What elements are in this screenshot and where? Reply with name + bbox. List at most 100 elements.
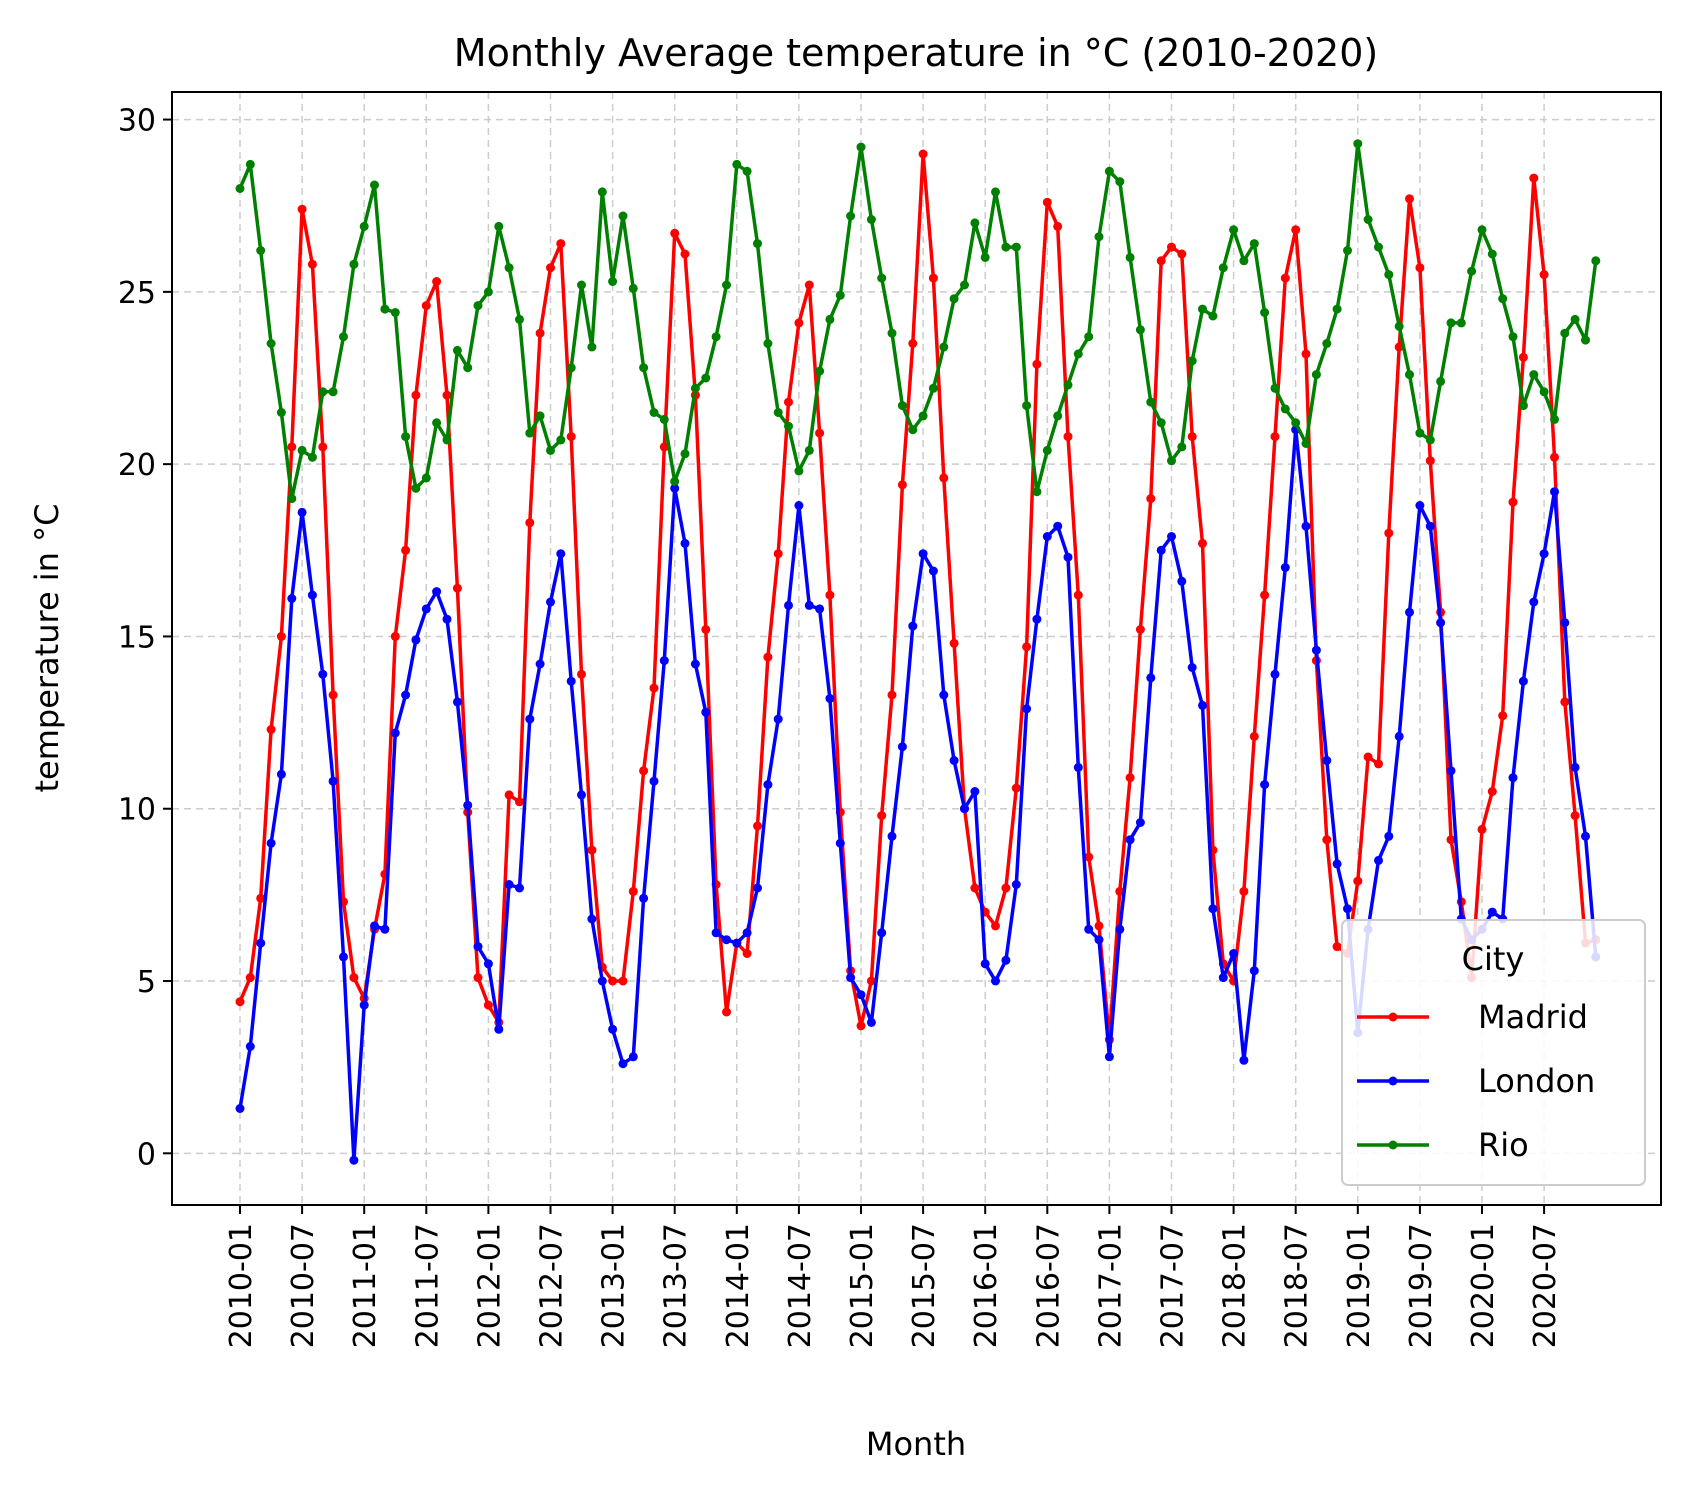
data-point-rio xyxy=(587,342,597,352)
data-point-rio xyxy=(1529,370,1539,380)
x-tick-label: 2014-01 xyxy=(721,1223,756,1348)
x-tick-label: 2010-07 xyxy=(286,1223,321,1348)
data-point-london xyxy=(1446,766,1456,776)
data-point-rio xyxy=(1425,435,1435,445)
data-point-rio xyxy=(515,314,524,324)
data-point-rio xyxy=(401,432,411,442)
data-point-london xyxy=(1270,669,1280,679)
data-point-london xyxy=(1394,731,1404,741)
data-point-madrid xyxy=(1063,432,1073,442)
x-tick-label: 2012-01 xyxy=(472,1223,507,1348)
data-point-madrid xyxy=(991,921,1000,931)
data-point-rio xyxy=(339,332,348,342)
data-point-rio xyxy=(1001,242,1011,252)
data-point-rio xyxy=(287,494,297,504)
data-point-madrid xyxy=(1322,835,1332,845)
data-point-rio xyxy=(835,290,845,300)
data-point-madrid xyxy=(794,318,804,328)
data-point-rio xyxy=(639,363,649,373)
data-point-rio xyxy=(1260,308,1270,317)
data-point-london xyxy=(877,928,887,938)
data-point-london xyxy=(784,600,793,610)
data-point-madrid xyxy=(1353,876,1363,886)
data-point-rio xyxy=(1467,266,1477,276)
data-point-rio xyxy=(1022,401,1032,411)
data-point-rio xyxy=(701,373,711,383)
data-point-madrid xyxy=(1291,225,1301,235)
data-point-london xyxy=(504,880,514,889)
data-point-rio xyxy=(1239,256,1249,266)
data-point-london xyxy=(546,597,555,607)
data-point-madrid xyxy=(442,390,452,400)
data-point-rio xyxy=(1498,294,1508,304)
data-point-madrid xyxy=(1529,173,1539,183)
data-point-london xyxy=(980,959,990,969)
y-tick-label: 0 xyxy=(137,1137,156,1172)
data-point-london xyxy=(1384,831,1394,841)
data-point-rio xyxy=(245,159,255,169)
data-point-madrid xyxy=(276,631,286,641)
legend: City Madrid London Rio xyxy=(1341,919,1646,1186)
data-point-london xyxy=(753,883,762,893)
data-point-london xyxy=(297,507,307,517)
data-point-rio xyxy=(1539,387,1549,397)
data-point-rio xyxy=(1280,404,1290,414)
data-point-rio xyxy=(1125,252,1135,262)
data-point-rio xyxy=(722,280,731,290)
data-point-london xyxy=(566,676,576,686)
data-point-rio xyxy=(266,339,276,348)
y-tick-label: 25 xyxy=(118,276,156,311)
data-point-madrid xyxy=(1374,759,1383,769)
x-tick-label: 2019-07 xyxy=(1404,1223,1439,1348)
data-point-madrid xyxy=(556,239,566,249)
data-point-madrid xyxy=(1001,883,1011,893)
data-point-madrid xyxy=(742,949,752,958)
data-point-rio xyxy=(784,421,793,431)
data-point-rio xyxy=(1167,456,1176,466)
x-tick-label: 2016-07 xyxy=(1031,1223,1066,1348)
data-point-rio xyxy=(1073,349,1083,359)
data-point-madrid xyxy=(618,976,628,986)
data-point-london xyxy=(1249,966,1259,976)
data-point-rio xyxy=(318,387,328,397)
data-point-rio xyxy=(690,383,700,393)
data-point-rio xyxy=(742,166,752,176)
data-point-madrid xyxy=(535,328,545,338)
data-point-rio xyxy=(1374,242,1383,252)
data-point-rio xyxy=(866,215,876,224)
data-point-madrid xyxy=(1167,242,1176,252)
data-point-rio xyxy=(1249,239,1259,249)
legend-marker-rio xyxy=(1388,1140,1398,1150)
data-point-rio xyxy=(556,435,566,445)
data-point-london xyxy=(618,1059,628,1069)
data-point-madrid xyxy=(1425,456,1435,466)
data-point-london xyxy=(494,1024,504,1034)
data-point-madrid xyxy=(1011,783,1021,793)
data-point-rio xyxy=(276,408,286,417)
data-point-london xyxy=(1529,597,1539,607)
data-point-rio xyxy=(421,473,431,483)
data-point-london xyxy=(1187,663,1197,672)
data-point-rio xyxy=(918,411,928,421)
data-point-madrid xyxy=(701,625,711,634)
y-tick-label: 5 xyxy=(137,965,156,1000)
data-point-rio xyxy=(328,387,338,397)
series-line-london xyxy=(238,427,1598,1162)
data-point-madrid xyxy=(1249,731,1259,741)
data-point-london xyxy=(421,604,431,614)
data-point-london xyxy=(1280,563,1290,572)
data-point-london xyxy=(1405,607,1414,617)
data-point-rio xyxy=(1104,166,1114,176)
data-point-london xyxy=(328,776,338,786)
data-point-rio xyxy=(608,277,618,286)
data-point-madrid xyxy=(421,301,431,311)
data-point-rio xyxy=(235,184,245,193)
x-tick-label: 2019-01 xyxy=(1342,1223,1377,1348)
data-point-london xyxy=(1208,904,1218,914)
data-point-madrid xyxy=(1539,270,1549,280)
data-point-madrid xyxy=(287,442,297,452)
data-point-rio xyxy=(856,142,866,152)
data-point-london xyxy=(690,659,700,669)
data-point-london xyxy=(1001,955,1011,965)
x-tick-label: 2018-07 xyxy=(1280,1223,1315,1348)
